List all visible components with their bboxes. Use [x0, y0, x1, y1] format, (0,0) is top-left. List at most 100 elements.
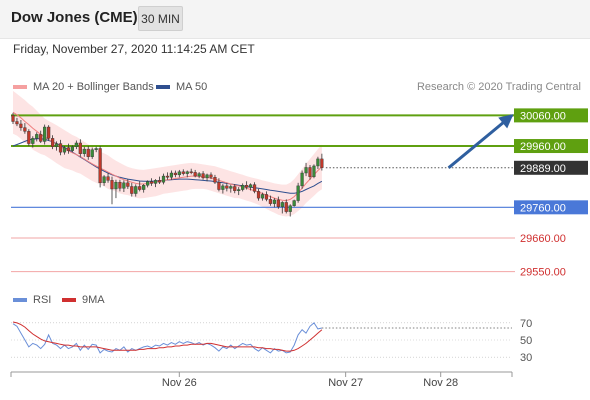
legend-ma20-label: MA 20 + Bollinger Bands: [33, 81, 154, 93]
candle: [11, 112, 15, 124]
price-label-text: 29660.00: [520, 233, 566, 245]
candle: [153, 179, 158, 188]
rsi-9ma-line: [12, 321, 323, 352]
candle-body: [217, 181, 221, 190]
candle-body: [122, 182, 126, 189]
candle: [43, 124, 47, 145]
price-label-text: 29960.00: [520, 141, 566, 153]
candle: [181, 169, 185, 176]
candle: [31, 136, 35, 148]
candle-body: [205, 174, 209, 179]
candle-body: [27, 131, 31, 144]
candle: [165, 172, 170, 180]
candle: [237, 187, 241, 196]
candle-body: [225, 185, 229, 189]
price-label: 29760.00: [514, 200, 588, 215]
candle-body: [177, 171, 181, 176]
candle-body: [221, 185, 225, 190]
candle: [90, 147, 94, 159]
bollinger-band: [13, 90, 322, 217]
forecast-arrow-head: [498, 114, 514, 129]
candle: [35, 132, 39, 142]
price-label-bg: [514, 139, 588, 154]
candle: [82, 146, 86, 157]
candle-body: [264, 194, 269, 200]
rsi-line: [12, 322, 323, 354]
price-label: 29889.00: [514, 160, 588, 175]
header-bar: Dow Jones (CME) 30 MIN: [0, 0, 590, 39]
candle: [312, 164, 316, 179]
candle: [51, 135, 55, 150]
candle: [54, 141, 59, 151]
candle-body: [118, 181, 122, 189]
price-label-text: 30060.00: [520, 110, 566, 122]
candle-body: [229, 186, 233, 189]
candle-body: [15, 121, 19, 125]
candle-body: [146, 181, 150, 186]
candle: [169, 170, 173, 180]
candle: [130, 182, 134, 197]
candle-body: [54, 143, 59, 147]
candle-body: [280, 202, 284, 207]
candle: [70, 145, 74, 153]
candle: [217, 178, 221, 192]
candle: [157, 176, 162, 185]
candle-body: [82, 148, 86, 154]
candle-body: [94, 148, 98, 150]
candle-body: [213, 177, 217, 183]
legend-9ma: 9MA: [62, 294, 105, 306]
candle-body: [241, 185, 245, 190]
legend-ma50-label: MA 50: [176, 81, 208, 93]
candle: [316, 156, 320, 170]
candle: [268, 195, 272, 206]
candle: [62, 146, 67, 155]
candle-body: [19, 123, 23, 128]
research-credit: Research © 2020 Trading Central: [416, 81, 581, 93]
legend-9ma-swatch: [62, 298, 76, 302]
candle-body: [320, 158, 324, 168]
price-label: 30060.00: [514, 108, 588, 123]
timeframe-button[interactable]: 30 MIN: [138, 6, 183, 31]
price-labels-layer: 30060.00 29960.00 29889.00 29760.00 29660.00…: [514, 108, 588, 279]
candle-body: [237, 189, 241, 191]
candle-body: [43, 126, 47, 142]
candle-body: [90, 149, 94, 157]
candle-body: [70, 146, 74, 151]
candle-body: [66, 147, 71, 151]
price-label-text: 29889.00: [520, 163, 566, 175]
candle-body: [185, 171, 189, 174]
candle: [288, 204, 292, 217]
legend-9ma-label: 9MA: [82, 294, 105, 306]
candle: [284, 199, 288, 214]
candle: [213, 174, 217, 185]
candle: [225, 182, 229, 192]
candle-body: [23, 127, 27, 132]
candle-body: [181, 171, 185, 174]
candle-body: [308, 167, 312, 177]
instrument-title: Dow Jones (CME): [11, 9, 138, 26]
price-label-text: 29760.00: [520, 202, 566, 214]
candle-body: [142, 185, 146, 190]
candle: [272, 198, 276, 208]
price-label: 29960.00: [514, 139, 588, 154]
candle: [98, 146, 102, 188]
candle-body: [39, 134, 43, 142]
price-label: 29550.00: [520, 267, 566, 279]
candle: [161, 173, 166, 185]
candle-body: [98, 148, 102, 184]
rsi-tick-label: 70: [520, 318, 532, 330]
candle-body: [74, 142, 78, 147]
candle: [118, 179, 122, 192]
chart-datetime: Friday, November 27, 2020 11:14:25 AM CE…: [13, 42, 255, 56]
candle-body: [304, 167, 308, 174]
candle: [209, 172, 213, 180]
legend-ma20-swatch: [13, 85, 27, 89]
candle-body: [300, 172, 304, 187]
x-tick-label: Nov 26: [162, 377, 197, 389]
x-tick-label: Nov 27: [328, 377, 363, 389]
candle: [126, 179, 130, 189]
rsi-tick-label: 30: [520, 352, 532, 364]
x-tick-label: Nov 28: [423, 377, 458, 389]
candle: [138, 181, 142, 192]
